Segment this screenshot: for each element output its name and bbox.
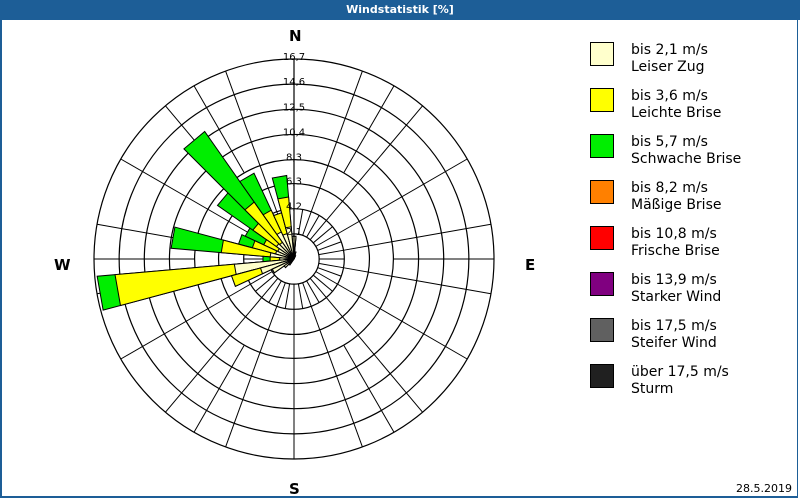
ring-label: 6,3 — [286, 177, 302, 188]
ring-label: 14,6 — [283, 77, 305, 88]
legend-label: Schwache Brise — [631, 151, 742, 167]
legend-swatch — [590, 226, 614, 250]
legend-swatch — [590, 364, 614, 388]
legend-range: bis 17,5 m/s — [631, 318, 717, 334]
ring-label: 8,3 — [286, 153, 302, 164]
legend-range: bis 5,7 m/s — [631, 134, 708, 150]
ring-label: 4,2 — [286, 202, 302, 213]
legend-label: Mäßige Brise — [631, 197, 722, 213]
compass-north: N — [289, 27, 302, 45]
window-title: Windstatistik [%] — [0, 0, 800, 20]
legend-label: Starker Wind — [631, 289, 722, 305]
legend-range: bis 8,2 m/s — [631, 180, 708, 196]
wind-sector — [285, 226, 295, 260]
legend-swatch — [590, 42, 614, 66]
compass-east: E — [525, 256, 536, 274]
legend-swatch — [590, 272, 614, 296]
compass-west: W — [54, 256, 71, 274]
ring-label: 10,4 — [283, 127, 305, 138]
legend-label: Sturm — [631, 381, 674, 397]
legend-swatch — [590, 134, 614, 158]
legend-swatch — [590, 88, 614, 112]
legend-label: Leichte Brise — [631, 105, 722, 121]
wind-sector — [288, 258, 295, 266]
chart-frame — [0, 20, 798, 498]
legend-range: bis 3,6 m/s — [631, 88, 708, 104]
ring-label: 16,7 — [283, 52, 305, 63]
legend-range: bis 13,9 m/s — [631, 272, 717, 288]
date-label: 28.5.2019 — [736, 482, 792, 495]
legend-label: Steifer Wind — [631, 335, 717, 351]
legend-swatch — [590, 180, 614, 204]
legend-label: Leiser Zug — [631, 59, 705, 75]
legend-swatch — [590, 318, 614, 342]
compass-south: S — [289, 480, 300, 498]
ring-label: 12,5 — [283, 102, 305, 113]
legend-label: Frische Brise — [631, 243, 720, 259]
legend-range: bis 10,8 m/s — [631, 226, 717, 242]
legend-range: über 17,5 m/s — [631, 364, 729, 380]
ring-label: 2,1 — [286, 227, 302, 238]
legend-range: bis 2,1 m/s — [631, 42, 708, 58]
